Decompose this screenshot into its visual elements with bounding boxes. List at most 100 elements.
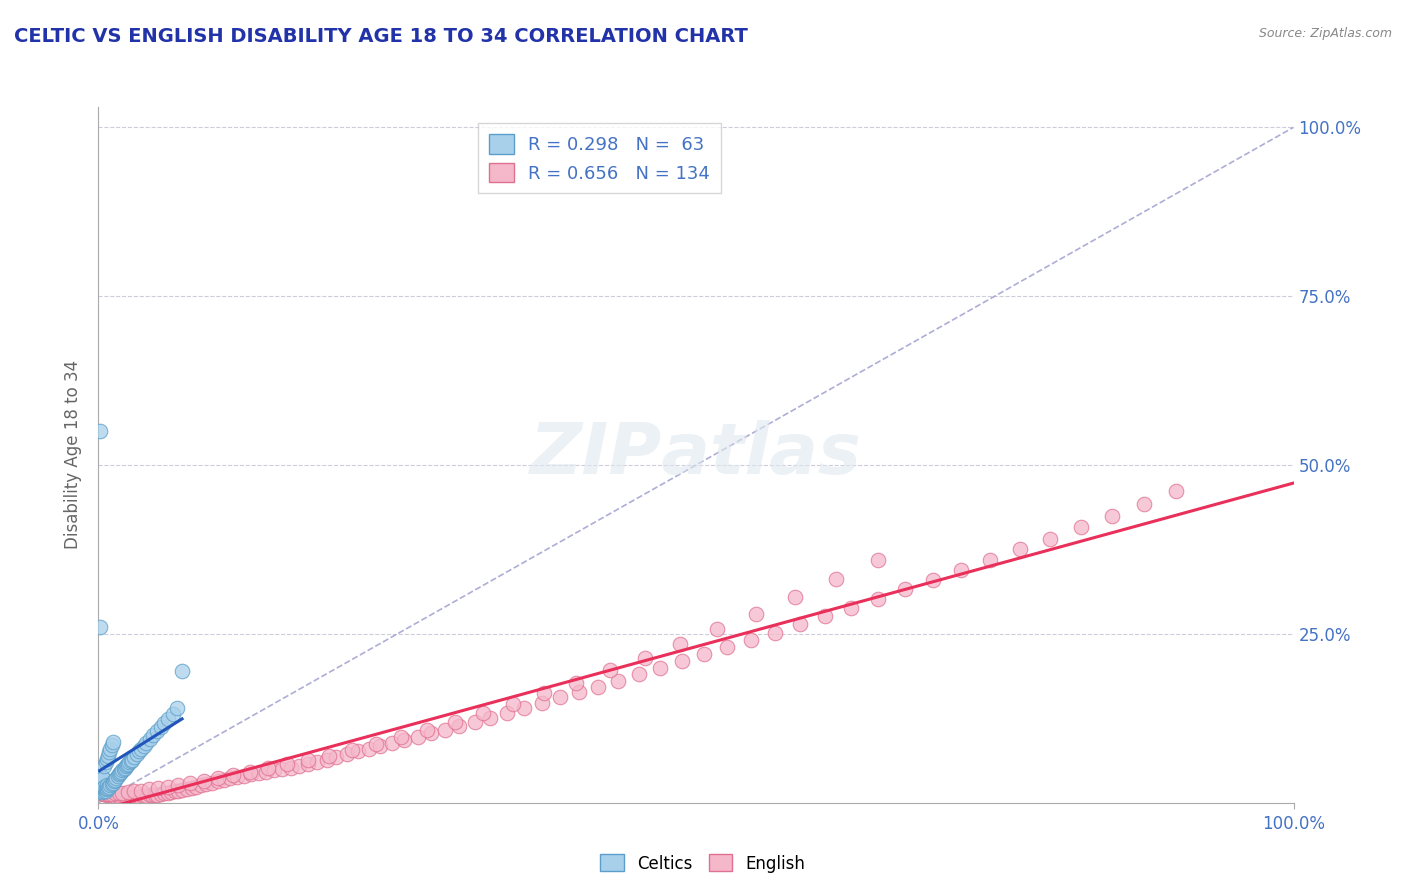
- Point: [167, 778, 190, 792]
- Point: [1166, 484, 1188, 499]
- Point: [443, 714, 465, 729]
- Point: [139, 732, 162, 747]
- Point: [107, 767, 129, 781]
- Point: [127, 789, 149, 804]
- Point: [370, 739, 392, 753]
- Point: [101, 735, 124, 749]
- Point: [315, 753, 337, 767]
- Point: [91, 772, 114, 786]
- Point: [131, 789, 153, 803]
- Point: [669, 637, 692, 651]
- Text: ZIP​atlas: ZIP​atlas: [530, 420, 862, 490]
- Point: [193, 773, 215, 788]
- Point: [247, 766, 270, 780]
- Point: [172, 664, 194, 678]
- Point: [156, 780, 179, 794]
- Point: [100, 787, 122, 801]
- Point: [814, 609, 837, 624]
- Point: [132, 739, 155, 753]
- Point: [186, 780, 208, 794]
- Point: [789, 617, 811, 632]
- Point: [416, 723, 439, 737]
- Point: [94, 783, 117, 797]
- Point: [107, 790, 129, 805]
- Point: [1133, 497, 1156, 511]
- Point: [233, 769, 256, 783]
- Point: [149, 787, 172, 801]
- Point: [163, 784, 186, 798]
- Point: [866, 552, 889, 566]
- Point: [98, 789, 121, 803]
- Point: [419, 726, 441, 740]
- Point: [112, 790, 135, 805]
- Point: [98, 787, 121, 801]
- Point: [108, 766, 131, 780]
- Point: [195, 777, 218, 791]
- Point: [100, 739, 122, 753]
- Point: [107, 786, 129, 800]
- Point: [120, 790, 142, 805]
- Point: [166, 701, 188, 715]
- Point: [607, 673, 630, 688]
- Point: [101, 775, 124, 789]
- Point: [138, 782, 160, 797]
- Point: [93, 758, 115, 772]
- Point: [340, 743, 363, 757]
- Point: [94, 756, 117, 770]
- Point: [449, 719, 471, 733]
- Point: [921, 573, 943, 587]
- Point: [143, 788, 166, 802]
- Point: [434, 723, 457, 737]
- Point: [824, 572, 846, 586]
- Point: [586, 680, 609, 694]
- Point: [93, 782, 115, 797]
- Point: [104, 772, 127, 787]
- Point: [894, 582, 917, 597]
- Point: [706, 622, 728, 636]
- Point: [280, 761, 302, 775]
- Point: [167, 783, 190, 797]
- Point: [179, 775, 201, 789]
- Point: [745, 607, 768, 621]
- Point: [115, 790, 138, 805]
- Point: [93, 780, 115, 794]
- Point: [134, 789, 156, 803]
- Point: [141, 789, 163, 803]
- Point: [633, 650, 655, 665]
- Point: [117, 790, 139, 805]
- Y-axis label: Disability Age 18 to 34: Disability Age 18 to 34: [65, 360, 83, 549]
- Text: CELTIC VS ENGLISH DISABILITY AGE 18 TO 34 CORRELATION CHART: CELTIC VS ENGLISH DISABILITY AGE 18 TO 3…: [14, 27, 748, 45]
- Point: [96, 782, 118, 797]
- Point: [128, 744, 150, 758]
- Point: [96, 778, 118, 792]
- Point: [530, 696, 553, 710]
- Point: [212, 772, 235, 787]
- Point: [271, 762, 294, 776]
- Point: [93, 787, 115, 801]
- Legend: Celtics, English: Celtics, English: [593, 847, 813, 880]
- Point: [89, 785, 111, 799]
- Point: [121, 753, 143, 767]
- Point: [103, 774, 125, 789]
- Point: [693, 647, 716, 661]
- Point: [124, 750, 146, 764]
- Point: [406, 730, 429, 744]
- Point: [111, 764, 134, 778]
- Point: [146, 724, 169, 739]
- Point: [172, 783, 194, 797]
- Point: [117, 785, 139, 799]
- Point: [226, 770, 249, 784]
- Point: [263, 764, 285, 778]
- Point: [866, 591, 889, 606]
- Point: [1008, 542, 1031, 557]
- Point: [125, 747, 148, 761]
- Point: [91, 770, 114, 784]
- Point: [91, 786, 114, 800]
- Point: [96, 752, 118, 766]
- Point: [364, 737, 387, 751]
- Point: [950, 563, 973, 577]
- Point: [599, 664, 621, 678]
- Point: [219, 772, 242, 786]
- Point: [91, 782, 114, 797]
- Point: [180, 780, 202, 795]
